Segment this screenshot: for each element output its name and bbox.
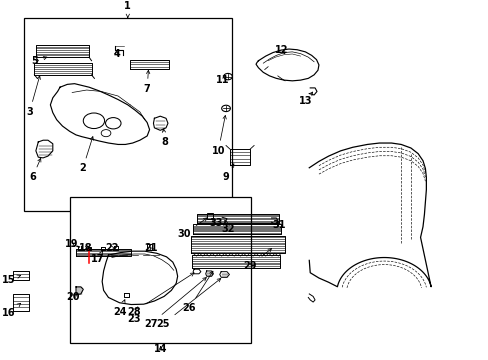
Text: 21: 21	[143, 243, 157, 253]
Text: 9: 9	[222, 164, 233, 182]
Text: 12: 12	[274, 45, 287, 55]
Text: 31: 31	[272, 220, 285, 230]
Text: 3: 3	[26, 76, 41, 117]
Text: 22: 22	[105, 243, 119, 253]
Text: 25: 25	[156, 279, 220, 329]
Text: 30: 30	[177, 218, 207, 239]
Text: 26: 26	[182, 271, 212, 313]
Text: 17: 17	[91, 251, 104, 264]
Text: 15: 15	[1, 275, 20, 285]
Text: 19: 19	[64, 239, 78, 249]
Text: 2: 2	[79, 136, 93, 174]
Text: 23: 23	[127, 307, 141, 324]
Text: 11: 11	[216, 75, 229, 85]
Bar	[70, 197, 251, 343]
Text: 20: 20	[66, 292, 80, 302]
Text: 32: 32	[221, 220, 234, 234]
Text: 16: 16	[1, 303, 20, 318]
Text: 14: 14	[153, 344, 167, 354]
Text: 5: 5	[31, 56, 47, 66]
Text: 8: 8	[162, 129, 168, 147]
Text: 10: 10	[211, 116, 226, 156]
Bar	[24, 18, 231, 211]
Text: 7: 7	[143, 70, 150, 94]
Text: 28: 28	[127, 273, 194, 316]
Text: 4: 4	[113, 49, 120, 59]
Text: 6: 6	[29, 158, 41, 182]
Text: 27: 27	[143, 278, 206, 329]
Text: 33: 33	[209, 218, 223, 228]
Text: 13: 13	[298, 92, 312, 106]
Text: 1: 1	[124, 1, 131, 18]
Text: 18: 18	[79, 243, 92, 253]
Bar	[206, 213, 213, 219]
Text: 24: 24	[113, 300, 126, 316]
Text: 29: 29	[243, 248, 271, 271]
